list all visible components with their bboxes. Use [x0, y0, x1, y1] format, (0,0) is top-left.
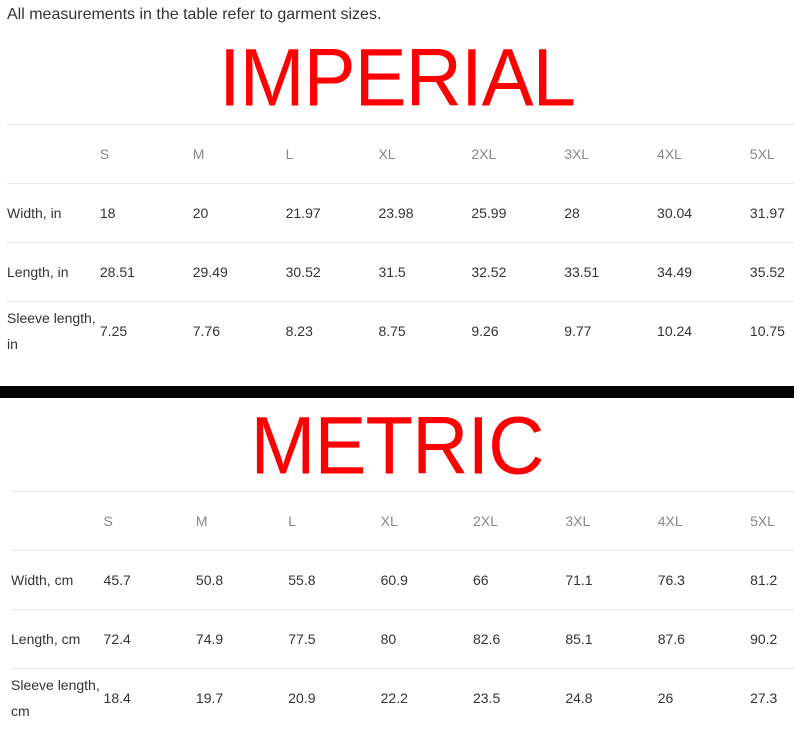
size-header: 4XL — [657, 124, 750, 184]
cell-value: 9.77 — [564, 301, 658, 360]
cell-value: 81.2 — [750, 550, 794, 610]
cell-value: 90.2 — [750, 609, 794, 669]
cell-value: 25.99 — [471, 183, 565, 243]
cell-value: 30.52 — [285, 242, 379, 302]
cell-value: 7.76 — [192, 301, 286, 360]
cell-value: 50.8 — [195, 550, 289, 610]
imperial-size-table: S M L XL 2XL 3XL 4XL 5XL Width, in 18 20 21.97 23.98… — [7, 124, 794, 360]
row-label: Width, cm — [11, 550, 104, 610]
imperial-title: IMPERIAL — [218, 30, 576, 124]
cell-value: 22.2 — [380, 668, 473, 727]
size-header: 2XL — [471, 124, 565, 184]
cell-value: 33.51 — [564, 242, 658, 302]
cell-value: 77.5 — [288, 609, 381, 669]
size-header: S — [103, 491, 196, 551]
size-header: L — [288, 491, 381, 551]
table-row: Width, cm 45.7 50.8 55.8 60.9 66 71.1 76.3 81.2 — [11, 550, 794, 610]
table-header-row: S M L XL 2XL 3XL 4XL 5XL — [11, 491, 794, 551]
cell-value: 28 — [564, 183, 658, 243]
cell-value: 8.75 — [378, 301, 472, 360]
size-header: 3XL — [565, 491, 658, 551]
size-header: 3XL — [564, 124, 658, 184]
size-header: M — [192, 124, 286, 184]
cell-value: 10.75 — [749, 301, 794, 360]
row-label: Length, in — [7, 242, 100, 302]
cell-value: 26 — [657, 668, 751, 727]
cell-value: 31.97 — [749, 183, 794, 243]
size-header: 2XL — [472, 491, 566, 551]
cell-value: 18 — [99, 183, 193, 243]
table-row: Sleeve length, in 7.25 7.76 8.23 8.75 9.26 9.7… — [7, 301, 794, 360]
cell-value: 9.26 — [471, 301, 565, 360]
cell-value: 45.7 — [103, 550, 196, 610]
cell-value: 66 — [472, 550, 566, 610]
cell-value: 23.5 — [472, 668, 566, 727]
cell-value: 80 — [380, 609, 473, 669]
cell-value: 31.5 — [378, 242, 472, 302]
row-label: Sleeve length, in — [7, 301, 100, 360]
size-header: 5XL — [750, 491, 794, 551]
cell-value: 18.4 — [103, 668, 196, 727]
metric-size-table: S M L XL 2XL 3XL 4XL 5XL Width, cm 45.7 50.8 55.8 60… — [11, 491, 794, 727]
size-header: S — [99, 124, 193, 184]
cell-value: 29.49 — [192, 242, 286, 302]
metric-title: METRIC — [250, 398, 545, 492]
cell-value: 28.51 — [99, 242, 193, 302]
table-row: Length, cm 72.4 74.9 77.5 80 82.6 85.1 87.6 90.2 — [11, 609, 794, 669]
cell-value: 85.1 — [565, 609, 658, 669]
cell-value: 35.52 — [749, 242, 794, 302]
intro-text: All measurements in the table refer to g… — [7, 6, 382, 23]
cell-value: 19.7 — [195, 668, 289, 727]
header-empty — [7, 124, 100, 184]
cell-value: 32.52 — [471, 242, 565, 302]
cell-value: 34.49 — [657, 242, 750, 302]
size-header: 5XL — [749, 124, 794, 184]
cell-value: 23.98 — [378, 183, 472, 243]
cell-value: 76.3 — [657, 550, 751, 610]
cell-value: 20.9 — [288, 668, 381, 727]
cell-value: 72.4 — [103, 609, 196, 669]
cell-value: 8.23 — [285, 301, 379, 360]
size-header: L — [285, 124, 379, 184]
cell-value: 55.8 — [288, 550, 381, 610]
cell-value: 87.6 — [657, 609, 751, 669]
table-row: Length, in 28.51 29.49 30.52 31.5 32.52 33.51 3… — [7, 242, 794, 302]
size-header: 4XL — [657, 491, 751, 551]
table-header-row: S M L XL 2XL 3XL 4XL 5XL — [7, 124, 794, 184]
cell-value: 7.25 — [99, 301, 193, 360]
cell-value: 60.9 — [380, 550, 473, 610]
section-divider — [0, 386, 794, 398]
table-row: Width, in 18 20 21.97 23.98 25.99 28 30.04 31.97 — [7, 183, 794, 243]
size-header: XL — [380, 491, 473, 551]
row-label: Width, in — [7, 183, 100, 243]
header-empty — [11, 491, 104, 551]
size-header: M — [195, 491, 289, 551]
cell-value: 24.8 — [565, 668, 658, 727]
size-header: XL — [378, 124, 472, 184]
cell-value: 27.3 — [750, 668, 794, 727]
cell-value: 82.6 — [472, 609, 566, 669]
cell-value: 20 — [192, 183, 286, 243]
row-label: Length, cm — [11, 609, 104, 669]
cell-value: 10.24 — [657, 301, 750, 360]
cell-value: 21.97 — [285, 183, 379, 243]
cell-value: 71.1 — [565, 550, 658, 610]
table-row: Sleeve length, cm 18.4 19.7 20.9 22.2 23.5 24.… — [11, 668, 794, 727]
cell-value: 74.9 — [195, 609, 289, 669]
cell-value: 30.04 — [657, 183, 750, 243]
row-label: Sleeve length, cm — [11, 668, 104, 727]
